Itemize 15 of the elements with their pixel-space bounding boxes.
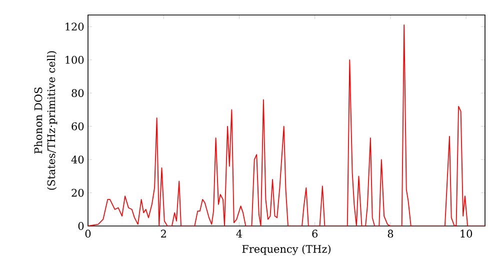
y-tick-label: 20 (72, 188, 84, 197)
x-axis-title: Frequency (THz) (242, 244, 331, 256)
y-tick-label: 0 (78, 222, 84, 230)
y-tick-label: 80 (72, 89, 84, 98)
x-tick-label: 4 (236, 230, 242, 238)
y-tick-label: 40 (71, 156, 84, 164)
x-tick-label: 10 (460, 230, 472, 238)
x-tick-label: 2 (160, 230, 166, 238)
x-tick-label: 8 (388, 230, 394, 238)
y-tick-label: 100 (66, 56, 84, 64)
x-tick-label: 6 (312, 230, 318, 238)
y-tick-label: 60 (72, 122, 84, 130)
y-axis-title: Phonon DOS (States/THz·primitive cell) (34, 51, 58, 190)
x-tick-label: 0 (85, 230, 91, 238)
y-tick-label: 120 (66, 22, 84, 31)
